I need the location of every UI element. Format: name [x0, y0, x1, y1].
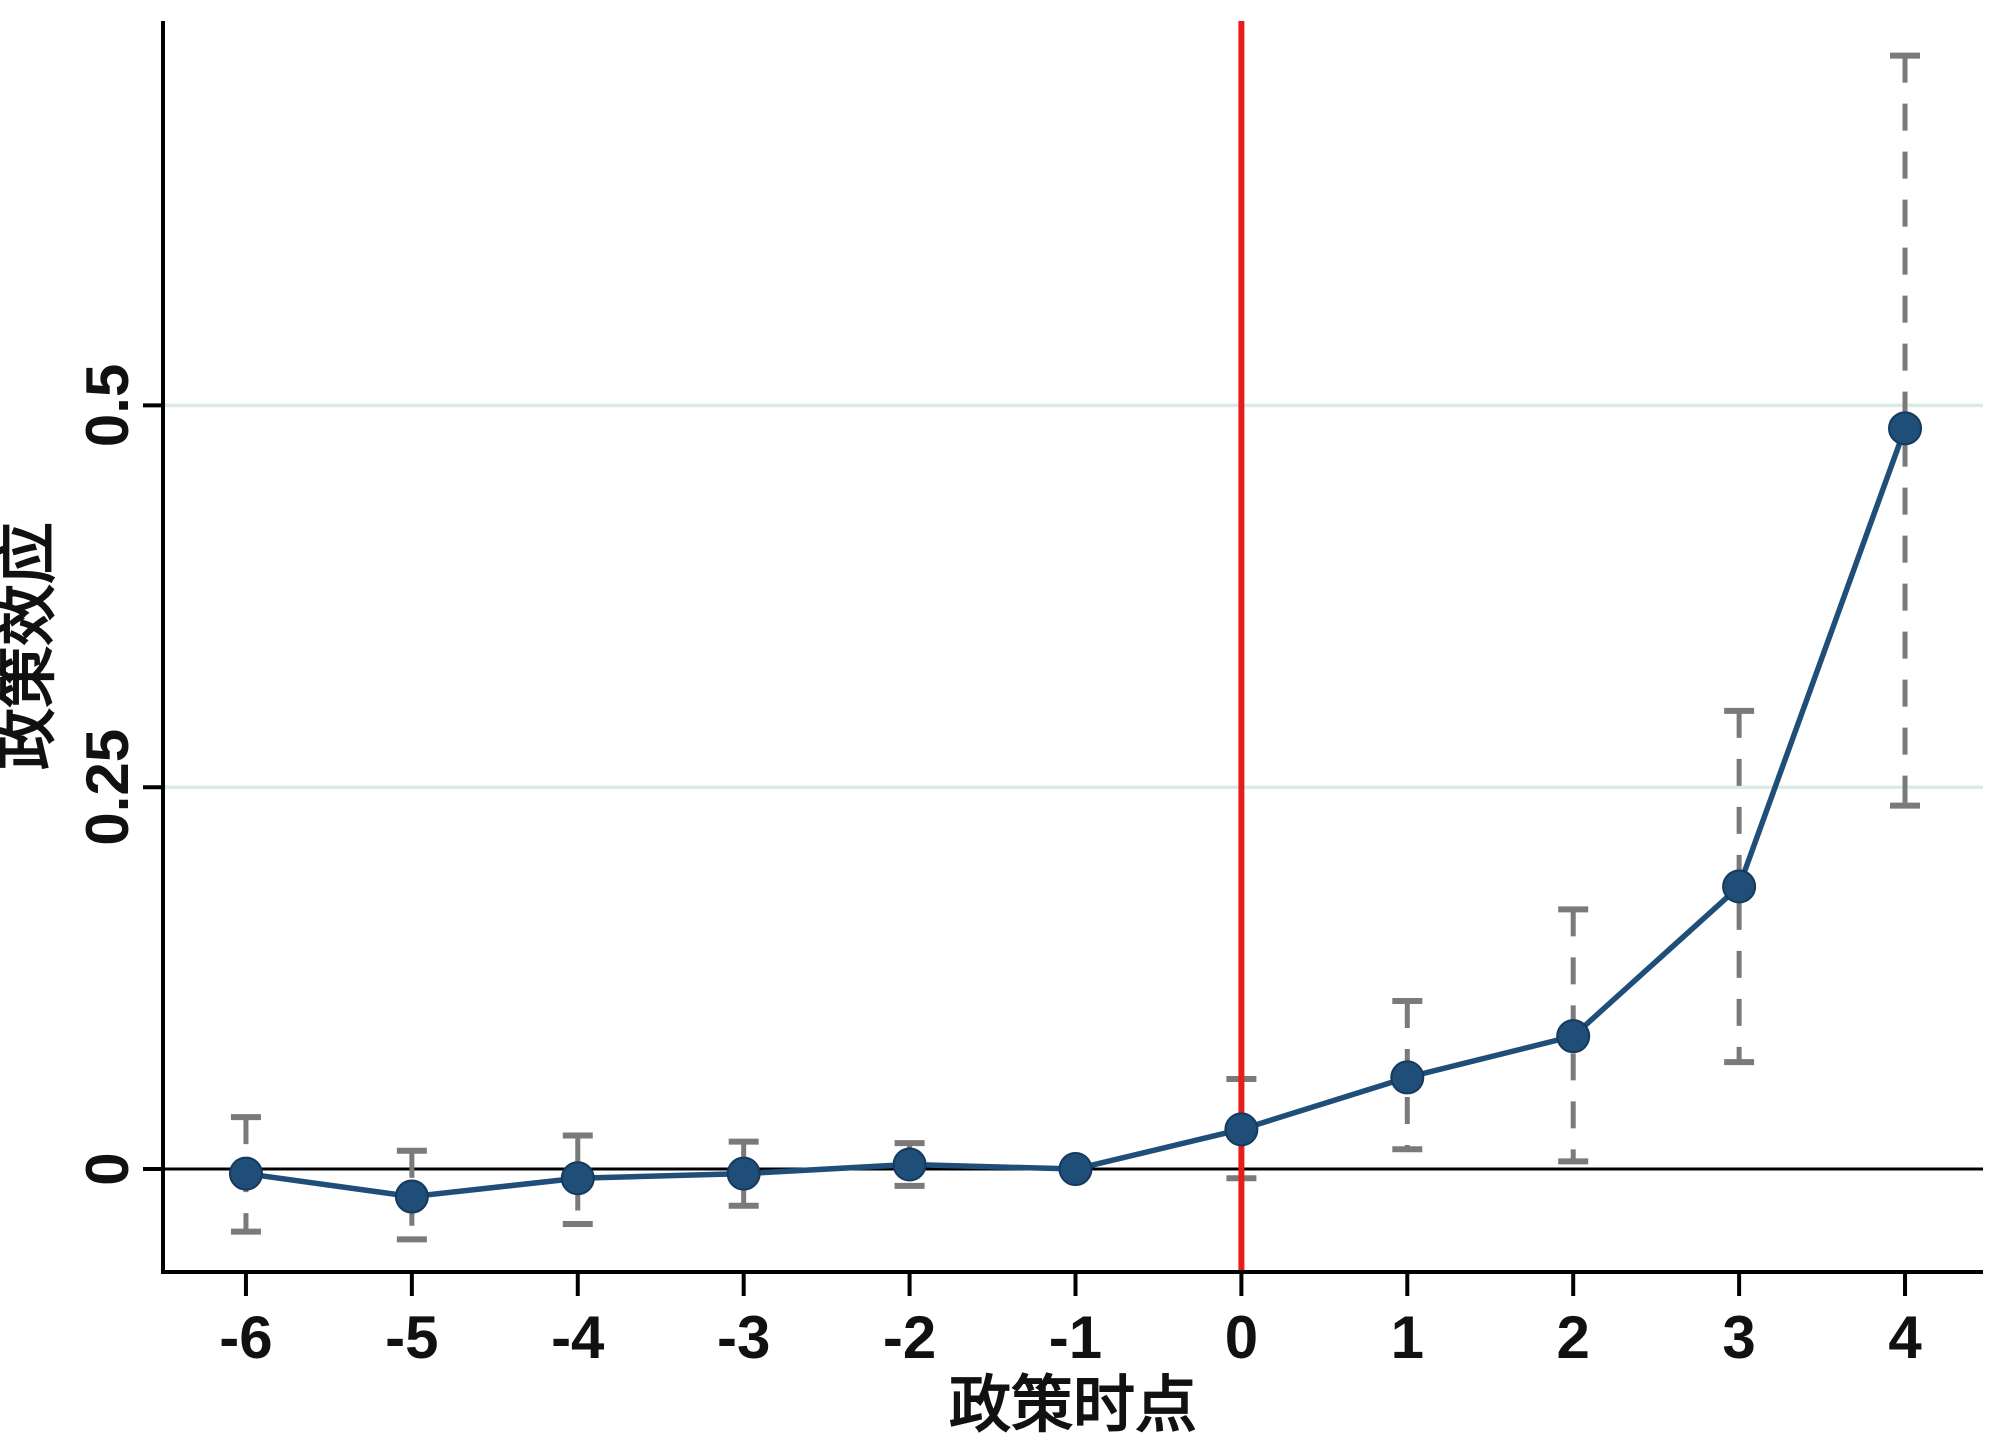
y-tick-label: 0.5	[74, 364, 141, 447]
x-tick-label: 3	[1722, 1304, 1755, 1371]
data-point	[394, 1179, 429, 1214]
data-point	[1722, 869, 1757, 904]
x-axis-title: 政策时点	[949, 1371, 1197, 1440]
x-tick-label: -1	[1049, 1304, 1102, 1371]
data-point	[560, 1161, 595, 1196]
x-tick-label: -4	[551, 1304, 605, 1371]
x-tick-label: 2	[1557, 1304, 1590, 1371]
data-point	[1556, 1019, 1591, 1054]
y-axis-title: 政策效应	[0, 522, 62, 770]
x-tick-label: -3	[717, 1304, 770, 1371]
x-tick-label: 0	[1225, 1304, 1258, 1371]
y-tick-label: 0	[74, 1152, 141, 1185]
x-tick-label: 4	[1888, 1304, 1922, 1371]
x-tick-label: -5	[385, 1304, 438, 1371]
data-point	[228, 1156, 263, 1191]
x-tick-label: 1	[1391, 1304, 1424, 1371]
x-tick-label: -2	[883, 1304, 936, 1371]
x-tick-label: -6	[219, 1304, 272, 1371]
data-point	[892, 1147, 927, 1182]
data-point	[1390, 1060, 1425, 1095]
data-point	[1888, 411, 1923, 446]
series-line	[245, 427, 1908, 1200]
data-point	[1224, 1112, 1259, 1147]
y-tick-label: 0.25	[74, 729, 141, 846]
data-point	[1058, 1152, 1093, 1187]
data-point	[726, 1156, 761, 1191]
